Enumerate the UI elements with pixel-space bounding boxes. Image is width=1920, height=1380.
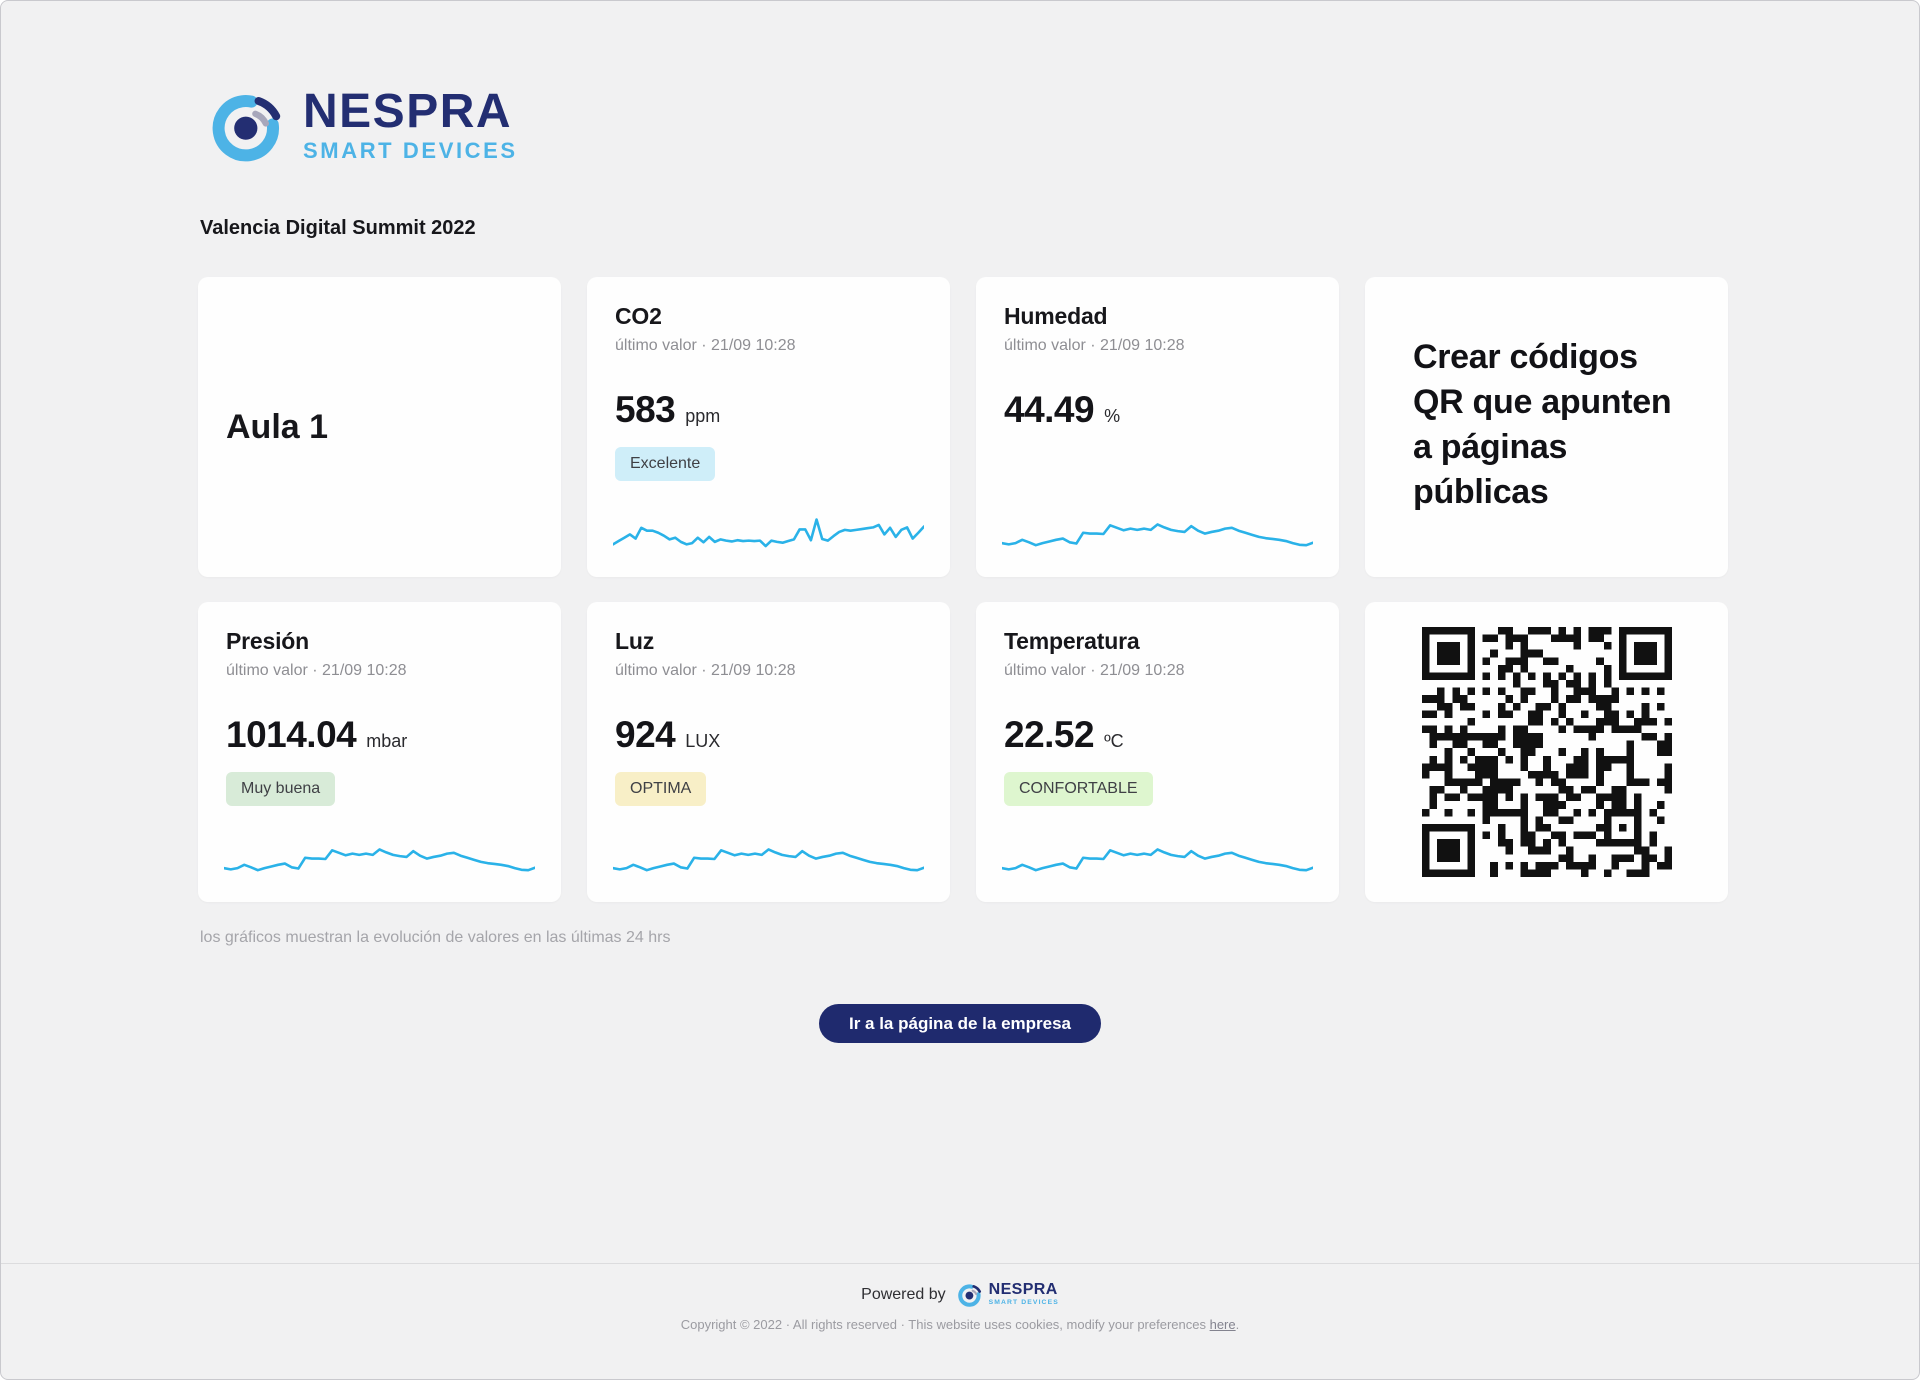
sensor-unit: ppm [685, 406, 721, 426]
sensor-value-row: 583 ppm [615, 389, 922, 431]
sensor-card-presion: Presión último valor · 21/09 10:28 1014.… [198, 602, 561, 902]
qr-code-card [1365, 602, 1728, 902]
qr-promo-card: Crear códigos QR que apunten a páginas p… [1365, 277, 1728, 577]
brand-tagline: SMART DEVICES [303, 138, 518, 163]
sensor-title: Presión [226, 628, 309, 654]
sensor-sparkline-chart [1002, 509, 1313, 555]
sensor-value: 924 [615, 714, 676, 755]
sensor-subtitle: último valor · 21/09 10:28 [1004, 337, 1185, 354]
sensor-card-luz: Luz último valor · 21/09 10:28 924 LUX O… [587, 602, 950, 902]
company-page-button[interactable]: Ir a la página de la empresa [818, 1004, 1102, 1043]
footer-logo-text: NESPRA SMART DEVICES [989, 1282, 1059, 1306]
room-name: Aula 1 [226, 407, 329, 446]
sensor-sparkline-chart [613, 509, 924, 555]
nespra-logo-text: NESPRA SMART DEVICES [303, 88, 518, 162]
page-title: Valencia Digital Summit 2022 [200, 217, 476, 239]
room-card: Aula 1 [198, 277, 561, 577]
qr-code-image [1421, 627, 1672, 877]
sensor-card-humedad: Humedad último valor · 21/09 10:28 44.49… [976, 277, 1339, 577]
cookie-preferences-link[interactable]: here [1209, 1317, 1236, 1332]
sensor-sparkline-chart [224, 834, 535, 880]
sensor-title: Temperatura [1004, 628, 1140, 654]
sensor-status-badge: CONFORTABLE [1004, 772, 1153, 806]
cta-row: Ir a la página de la empresa [1, 1004, 1919, 1043]
sensor-unit: ºC [1104, 731, 1124, 751]
sensor-subtitle: último valor · 21/09 10:28 [226, 662, 407, 679]
nespra-logo-icon [212, 95, 281, 162]
sensor-unit: % [1104, 406, 1121, 426]
sensor-value: 22.52 [1004, 714, 1095, 755]
nespra-logo: NESPRA SMART DEVICES [209, 85, 518, 165]
sensor-title: Luz [615, 628, 654, 654]
footer-brand-tagline: SMART DEVICES [988, 1298, 1059, 1306]
sensor-subtitle: último valor · 21/09 10:28 [615, 662, 796, 679]
sensor-unit: LUX [685, 731, 721, 751]
footer: Powered by NESPRA SMART DEVICES Copyrigh… [1, 1263, 1919, 1332]
footer-brand-name: NESPRA [988, 1281, 1058, 1299]
sensor-card-temperatura: Temperatura último valor · 21/09 10:28 2… [976, 602, 1339, 902]
sensor-value-row: 924 LUX [615, 714, 922, 756]
sensor-status-badge: Excelente [615, 447, 716, 481]
qr-promo-text: Crear códigos QR que apunten a páginas p… [1413, 338, 1672, 511]
cards-grid: Aula 1 CO2 último valor · 21/09 10:28 58… [198, 277, 1728, 902]
sensor-card-co2: CO2 último valor · 21/09 10:28 583 ppm E… [587, 277, 950, 577]
sensor-value-row: 1014.04 mbar [226, 714, 533, 756]
sensor-status-badge: Muy buena [226, 772, 336, 806]
sensor-value: 1014.04 [226, 714, 357, 755]
charts-caption: los gráficos muestran la evolución de va… [200, 929, 671, 946]
sensor-value-row: 22.52 ºC [1004, 714, 1311, 756]
sensor-subtitle: último valor · 21/09 10:28 [615, 337, 796, 354]
sensor-title: CO2 [615, 303, 662, 329]
footer-nespra-logo-icon [957, 1284, 981, 1307]
sensor-unit: mbar [366, 731, 408, 751]
brand-name: NESPRA [303, 85, 513, 138]
sensor-status-badge: OPTIMA [615, 772, 707, 806]
sensor-value-row: 44.49 % [1004, 389, 1311, 431]
copyright-period: . [1235, 1317, 1240, 1332]
sensor-sparkline-chart [613, 834, 924, 880]
copyright-line: Copyright © 2022 · All rights reserved ·… [1, 1317, 1919, 1332]
sensor-value: 44.49 [1004, 389, 1095, 430]
copyright-text: Copyright © 2022 · All rights reserved ·… [680, 1317, 1210, 1332]
sensor-value: 583 [615, 389, 676, 430]
powered-by-row: Powered by NESPRA SMART DEVICES [1, 1281, 1919, 1308]
sensor-title: Humedad [1004, 303, 1108, 329]
sensor-subtitle: último valor · 21/09 10:28 [1004, 662, 1185, 679]
sensor-sparkline-chart [1002, 834, 1313, 880]
powered-by-label: Powered by [861, 1285, 946, 1303]
footer-nespra-logo: NESPRA SMART DEVICES [957, 1281, 1059, 1308]
